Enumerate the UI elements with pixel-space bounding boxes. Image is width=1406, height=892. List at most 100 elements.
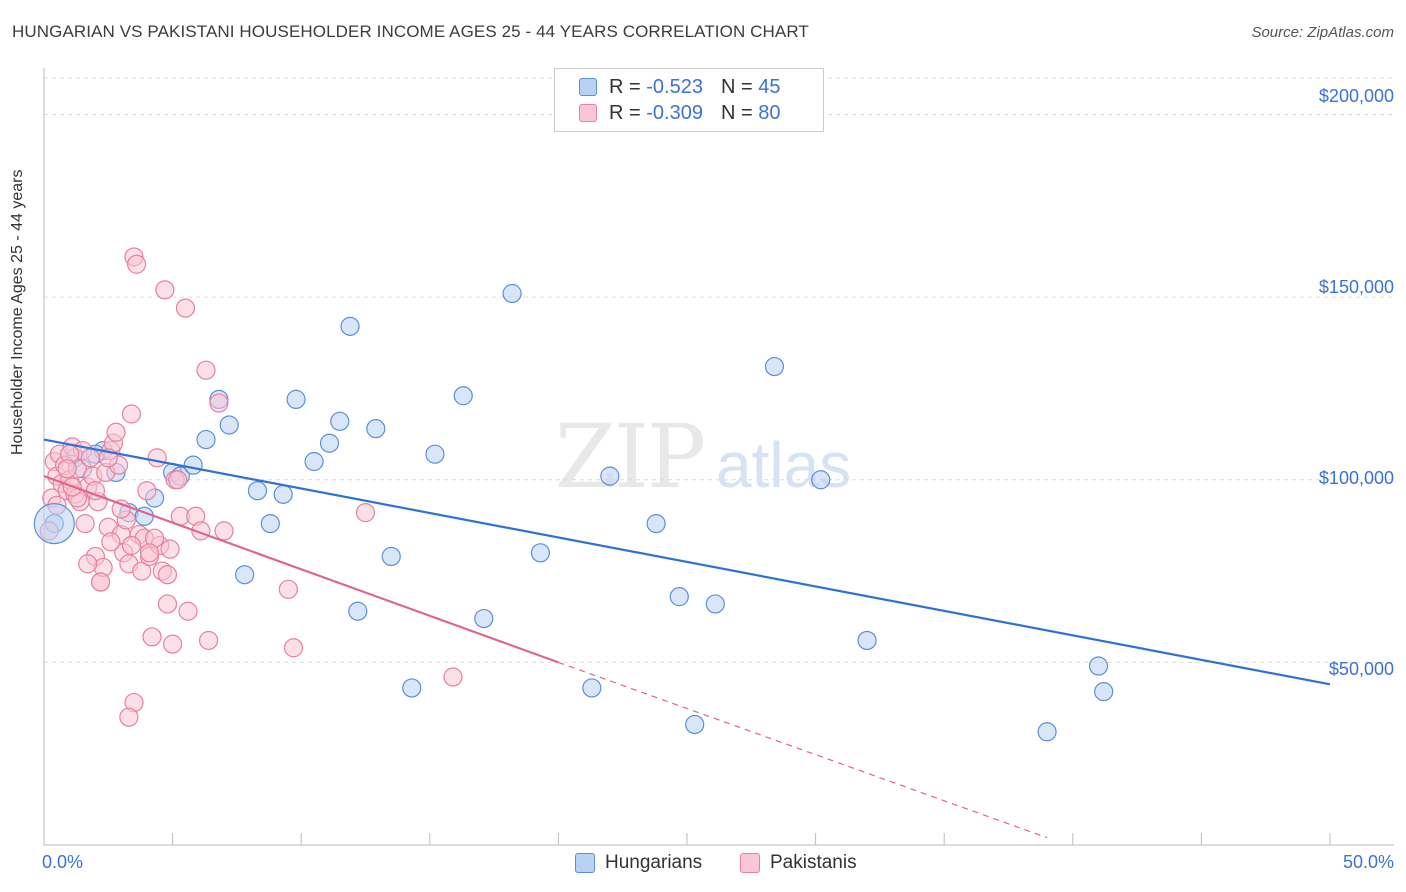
hungarian-point: [582, 678, 602, 698]
pakistani-point: [90, 572, 111, 592]
hungarian-point: [811, 470, 831, 490]
pakistani-point: [214, 521, 234, 541]
pakistani-point: [209, 393, 229, 413]
legend-n-label: N =: [720, 101, 753, 124]
legend-r-value: -0.309: [646, 101, 703, 124]
hungarian-point: [273, 484, 293, 504]
chart-title: HUNGARIAN VS PAKISTANI HOUSEHOLDER INCOM…: [12, 22, 809, 41]
pakistani-point: [121, 404, 142, 424]
pakistanis-swatch: [579, 104, 597, 122]
pakistani-point: [142, 627, 162, 647]
hungarian-point: [348, 601, 368, 621]
hungarian-point: [1088, 656, 1109, 676]
pakistani-point: [283, 638, 304, 658]
pakistani-point: [126, 254, 147, 274]
hungarian-point: [196, 429, 216, 450]
pakistani-point: [101, 532, 121, 552]
pakistani-point: [157, 594, 178, 614]
legend-r-label: R =: [609, 101, 641, 124]
hungarian-cluster-point: [33, 502, 75, 545]
hungarian-point: [330, 411, 350, 431]
hungarian-point: [247, 481, 268, 501]
hungarian-point: [183, 455, 203, 475]
hungarian-point: [340, 316, 360, 336]
y-axis-label: Householder Income Ages 25 - 44 years: [9, 169, 26, 456]
hungarians-legend-label: Hungarians: [605, 852, 703, 873]
legend-r-label: R =: [609, 75, 641, 98]
hungarian-point: [1037, 722, 1057, 742]
hungarian-point: [685, 714, 705, 735]
hungarian-point: [425, 444, 445, 464]
correlation-legend: R = -0.523 N = 45 R = -0.309 N = 80: [554, 68, 824, 132]
pakistani-point: [199, 630, 219, 651]
hungarian-point: [669, 587, 689, 607]
pakistani-point: [178, 601, 198, 621]
pakistani-point: [443, 667, 463, 687]
pakistani-point: [80, 448, 100, 468]
y-tick-label-50k: $50,000: [1328, 659, 1394, 679]
hungarian-point: [646, 513, 666, 534]
pakistani-point: [168, 470, 188, 490]
legend-row-hungarians: R = -0.523 N = 45: [579, 75, 780, 99]
bottom-legend-hungarians: Hungarians: [575, 852, 702, 874]
y-tick-label-100k: $100,000: [1318, 468, 1394, 488]
hungarian-point: [319, 433, 340, 453]
y-tick-label-150k: $150,000: [1318, 277, 1394, 297]
pakistanis-trend-line: [43, 475, 559, 664]
legend-row-pakistanis: R = -0.309 N = 80: [579, 101, 780, 125]
hungarians-swatch: [579, 78, 597, 96]
legend-n-label: N =: [720, 75, 753, 98]
pakistani-point: [147, 448, 167, 468]
hungarian-point: [600, 466, 620, 486]
pakistanis-trend-extension: [558, 661, 1048, 839]
hungarian-point: [474, 608, 494, 629]
source-label: Source: ZipAtlas.com: [1251, 24, 1394, 41]
hungarian-point: [453, 386, 473, 406]
hungarian-point: [235, 565, 255, 585]
x-tick-label-max: 50.0%: [1342, 852, 1394, 872]
hungarian-point: [366, 419, 386, 439]
pakistani-point: [160, 539, 180, 559]
watermark-atlas: atlas: [716, 429, 852, 501]
hungarian-point: [219, 415, 239, 435]
hungarian-point: [304, 451, 324, 472]
pakistani-point: [121, 535, 142, 556]
x-tick-label-min: 0.0%: [42, 852, 84, 872]
hungarian-point: [1094, 681, 1114, 702]
legend-n-value: 45: [758, 75, 781, 98]
pakistani-point: [57, 459, 77, 479]
watermark-zip: ZIP: [555, 405, 706, 508]
pakistani-point: [155, 280, 175, 300]
legend-n-value: 80: [758, 101, 781, 124]
pakistani-point: [137, 481, 157, 501]
bottom-legend-pakistanis: Pakistanis: [740, 852, 857, 874]
y-tick-label-200k: $200,000: [1318, 86, 1394, 106]
pakistanis-legend-swatch: [740, 853, 760, 873]
hungarian-point: [260, 513, 280, 534]
pakistani-point: [157, 565, 178, 585]
hungarian-point: [402, 678, 422, 698]
hungarian-point: [530, 543, 550, 563]
hungarians-trend-line: [43, 438, 1331, 686]
pakistani-point: [278, 579, 298, 599]
pakistanis-legend-label: Pakistanis: [770, 852, 857, 873]
legend-r-value: -0.523: [646, 75, 703, 98]
pakistani-point: [139, 543, 160, 563]
hungarians-legend-swatch: [575, 853, 595, 873]
pakistani-point: [355, 503, 376, 523]
pakistani-point: [106, 422, 126, 442]
hungarian-point: [381, 546, 401, 567]
pakistani-point: [196, 360, 216, 380]
pakistani-point: [119, 707, 139, 727]
hungarian-point: [857, 630, 877, 651]
pakistani-point: [75, 513, 95, 534]
pakistani-point: [163, 634, 183, 654]
pakistani-point: [78, 554, 98, 574]
pakistani-point: [111, 499, 131, 519]
pakistani-point: [175, 298, 196, 318]
hungarian-point: [764, 356, 785, 377]
hungarian-point: [286, 389, 306, 410]
hungarian-point: [502, 283, 522, 304]
hungarian-point: [705, 594, 725, 614]
